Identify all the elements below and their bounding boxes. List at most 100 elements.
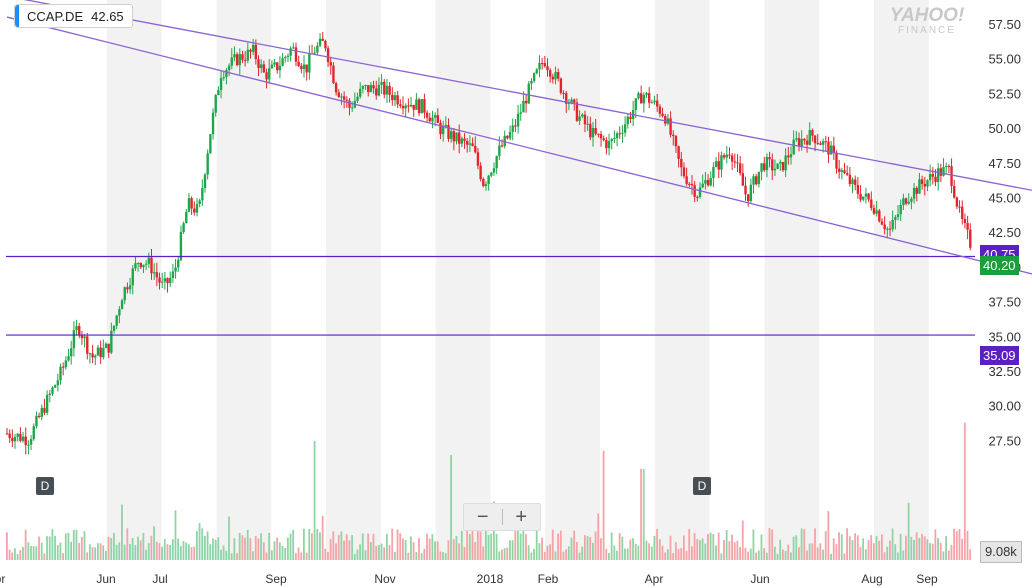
candle-body: [565, 93, 568, 104]
candle-body: [795, 138, 798, 140]
candle-body: [361, 86, 365, 89]
volume-bar: [629, 539, 632, 560]
volume-bar: [581, 546, 584, 560]
candle-body: [824, 141, 827, 143]
volume-bar: [393, 551, 396, 560]
zoom-in-button[interactable]: +: [515, 506, 528, 528]
volume-bar: [131, 538, 134, 560]
volume-bar: [332, 531, 335, 560]
dividend-marker[interactable]: D: [36, 477, 54, 495]
candle-body: [449, 131, 453, 139]
candle-body: [966, 222, 969, 230]
volume-bar: [145, 549, 147, 560]
volume-bar: [517, 516, 519, 560]
volume-bar: [642, 469, 645, 560]
month-band: [874, 0, 929, 560]
candle-body: [166, 278, 169, 284]
volume-bar: [715, 545, 717, 560]
volume-bar: [661, 545, 664, 560]
candle-body: [185, 211, 188, 224]
volume-bar: [54, 535, 56, 560]
candle-body: [305, 64, 308, 73]
trend-channel-lower-line[interactable]: [6, 16, 1032, 278]
volume-bar: [442, 552, 444, 560]
volume-bar: [359, 544, 362, 560]
volume-bar: [624, 548, 626, 560]
candle-body: [554, 71, 557, 80]
volume-bar: [35, 546, 38, 560]
candle-body: [171, 271, 175, 278]
volume-bar: [918, 537, 921, 560]
volume-bar: [907, 502, 910, 560]
candle-body: [746, 194, 750, 202]
candle-body: [500, 145, 504, 147]
y-tick-label: 52.50: [988, 86, 1021, 101]
candle-body: [53, 385, 57, 388]
volume-bar: [126, 528, 129, 560]
volume-bar: [701, 538, 704, 560]
volume-bar: [276, 537, 279, 560]
candle-body: [324, 40, 327, 49]
volume-bar: [891, 528, 894, 560]
volume-bar: [846, 528, 848, 560]
month-band: [654, 0, 710, 560]
candle-body: [813, 135, 817, 144]
month-band: [764, 0, 820, 560]
volume-bar: [294, 553, 297, 560]
volume-bar: [14, 548, 16, 560]
y-tick-label: 30.00: [988, 399, 1021, 414]
volume-bar: [519, 533, 522, 560]
zoom-control: − +: [463, 503, 541, 531]
candle-body: [688, 183, 691, 185]
ticker-last-price: 42.65: [91, 8, 124, 24]
volume-bar: [158, 543, 161, 560]
candle-body: [495, 156, 498, 169]
candle-body: [693, 185, 696, 197]
candle-body: [40, 407, 43, 417]
volume-bar: [311, 533, 313, 560]
candle-body: [19, 433, 22, 441]
candle-body: [112, 325, 116, 331]
candle-body: [83, 336, 86, 339]
volume-bar: [174, 510, 177, 560]
volume-bar: [549, 544, 551, 560]
volume-bar: [776, 553, 779, 560]
volume-bar: [375, 546, 378, 560]
volume-bar: [24, 529, 27, 560]
volume-bar: [950, 544, 953, 560]
dividend-marker[interactable]: D: [693, 477, 711, 495]
volume-bar: [308, 529, 311, 560]
candle-body: [827, 141, 830, 155]
volume-bar: [327, 552, 329, 560]
volume-bar: [685, 551, 688, 560]
trend-channel-upper-line[interactable]: [7, 0, 1032, 193]
volume-bar: [682, 535, 685, 560]
candle-body: [835, 152, 838, 169]
volume-bar: [284, 548, 287, 560]
volume-bar: [963, 422, 966, 560]
candle-body: [415, 99, 418, 110]
volume-bar: [198, 523, 201, 560]
volume-bar: [447, 540, 450, 560]
volume-bar: [867, 539, 870, 560]
volume-bar: [736, 540, 739, 560]
volume-bar: [372, 533, 375, 560]
candle-body: [412, 104, 415, 110]
candle-body: [342, 96, 346, 100]
volume-bar: [915, 532, 918, 560]
candle-body: [201, 188, 204, 201]
candle-body: [431, 117, 434, 122]
zoom-out-button[interactable]: −: [476, 506, 489, 528]
volume-bar: [501, 549, 503, 560]
volume-bar: [880, 534, 883, 560]
volume-bar: [790, 552, 792, 560]
x-tick-label: Aug: [861, 572, 882, 586]
candle-body: [854, 179, 857, 186]
candle-body: [235, 54, 239, 66]
volume-bar: [495, 533, 498, 560]
candle-body: [72, 330, 76, 349]
volume-bar: [664, 552, 667, 560]
ticker-symbol: CCAP.DE: [27, 8, 84, 24]
